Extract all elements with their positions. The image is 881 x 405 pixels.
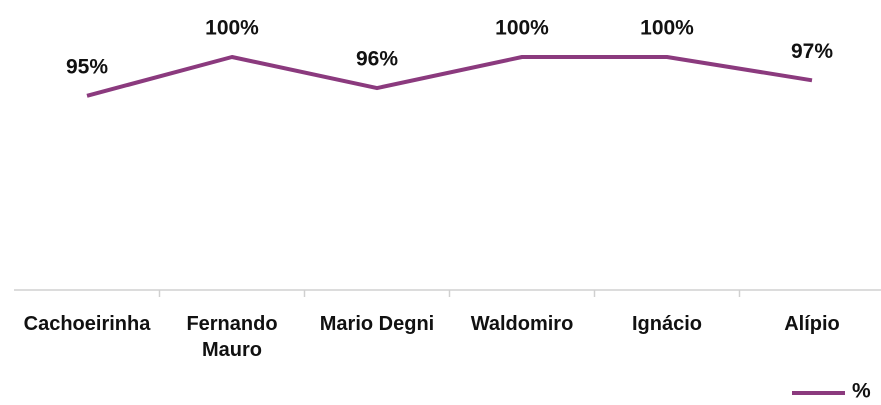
data-label: 100% — [640, 17, 694, 40]
x-tick-label: Cachoeirinha — [23, 313, 151, 335]
x-tick-label: Waldomiro — [470, 313, 574, 335]
data-label: 96% — [356, 48, 398, 71]
x-tick-label: Ignácio — [631, 313, 702, 335]
x-tick-label: Fernando Mauro — [186, 313, 278, 361]
data-label: 97% — [791, 40, 833, 63]
x-tick-label: Mario Degni — [319, 313, 435, 335]
legend-label: % — [852, 380, 871, 403]
data-label: 100% — [205, 17, 259, 40]
x-tick-label: Alípio — [784, 313, 840, 335]
line — [86, 55, 813, 98]
data-label: 95% — [66, 55, 108, 78]
data-label: 100% — [495, 17, 549, 40]
